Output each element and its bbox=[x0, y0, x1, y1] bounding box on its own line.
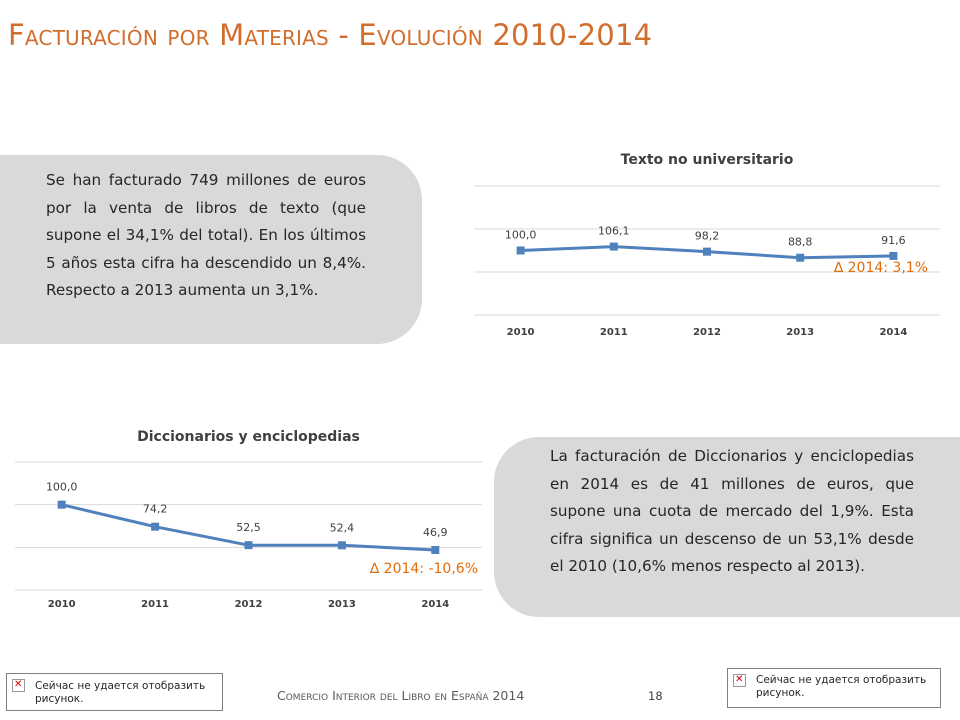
dictionaries-summary: La facturación de Diccionarios y enciclo… bbox=[550, 447, 914, 575]
text-summary-box: Se han facturado 749 millones de euros p… bbox=[0, 155, 422, 344]
x-tick-label: 2013 bbox=[328, 599, 356, 610]
x-tick-label: 2013 bbox=[786, 327, 814, 338]
data-point bbox=[516, 246, 525, 255]
data-label: 106,1 bbox=[598, 225, 630, 238]
broken-image-placeholder-left: Сейчас не удается отобразить рисунок. bbox=[6, 673, 223, 711]
broken-image-text: Сейчас не удается отобразить рисунок. bbox=[756, 674, 927, 699]
data-point bbox=[337, 541, 346, 550]
data-label: 46,9 bbox=[423, 526, 448, 539]
x-tick-label: 2010 bbox=[48, 599, 76, 610]
broken-image-icon bbox=[12, 678, 25, 692]
x-tick-label: 2014 bbox=[421, 599, 449, 610]
chart-diccionarios-enciclopedias: Diccionarios y enciclopedias 100,0 2010 74,… bbox=[15, 429, 482, 610]
data-point bbox=[796, 253, 805, 262]
broken-image-text: Сейчас не удается отобразить рисунок. bbox=[35, 680, 206, 705]
dictionaries-summary-box: La facturación de Diccionarios y enciclo… bbox=[494, 437, 960, 617]
data-point bbox=[889, 251, 898, 260]
x-tick-label: 2011 bbox=[141, 599, 169, 610]
x-tick-label: 2012 bbox=[693, 327, 721, 338]
data-label: 88,8 bbox=[788, 236, 813, 249]
data-point bbox=[244, 541, 253, 550]
page-number: 18 bbox=[648, 689, 663, 703]
data-label: 52,4 bbox=[330, 521, 355, 534]
data-point bbox=[609, 242, 618, 251]
data-label: 91,6 bbox=[881, 234, 906, 247]
text-summary: Se han facturado 749 millones de euros p… bbox=[46, 171, 366, 299]
chart-title: Texto no universitario bbox=[621, 152, 794, 168]
data-label: 100,0 bbox=[505, 229, 536, 242]
x-tick-label: 2010 bbox=[507, 327, 535, 338]
chart-title: Diccionarios y enciclopedias bbox=[137, 429, 360, 445]
data-point bbox=[431, 545, 440, 554]
data-label: 52,5 bbox=[236, 521, 261, 534]
delta-annotation: ∆ 2014: 3,1% bbox=[833, 260, 928, 276]
x-tick-label: 2011 bbox=[600, 327, 628, 338]
x-tick-label: 2014 bbox=[879, 327, 907, 338]
data-label: 98,2 bbox=[695, 230, 720, 243]
data-point bbox=[151, 522, 160, 531]
chart-texto-no-universitario: Texto no universitario 100,0 2010 106,1 2011… bbox=[474, 152, 940, 338]
footer-source: Comercio Interior del Libro en España 20… bbox=[277, 688, 525, 703]
data-label: 74,2 bbox=[143, 503, 168, 516]
data-label: 100,0 bbox=[46, 481, 78, 494]
x-tick-label: 2012 bbox=[235, 599, 263, 610]
broken-image-icon bbox=[733, 673, 746, 687]
slide-title: Facturación por Materias - Evolución 201… bbox=[8, 18, 653, 52]
broken-image-placeholder-right: Сейчас не удается отобразить рисунок. bbox=[727, 668, 941, 708]
data-point bbox=[57, 500, 66, 509]
data-point bbox=[703, 247, 711, 256]
delta-annotation: ∆ 2014: -10,6% bbox=[369, 561, 478, 577]
